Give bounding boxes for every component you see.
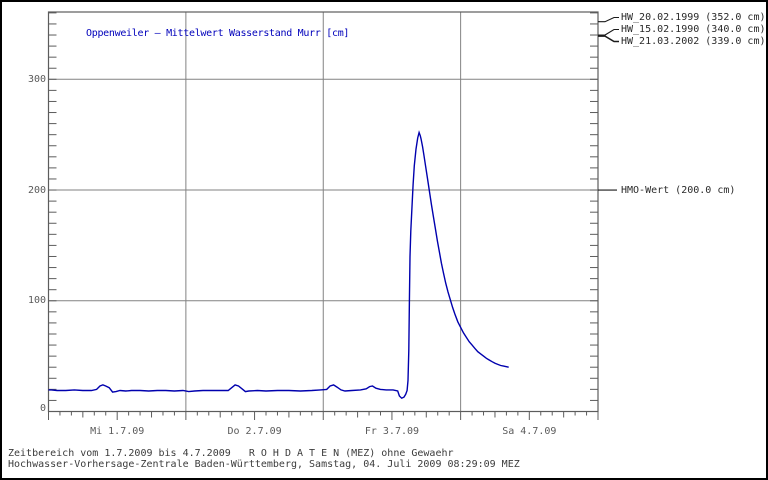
x-axis-day-label: Fr 3.7.09 (364, 426, 420, 437)
hw-mark-label: HW_20.02.1999 (352.0 cm) (621, 12, 766, 23)
chart-title: Oppenweiler – Mittelwert Wasserstand Mur… (86, 28, 350, 39)
hmo-wert-label: HMO-Wert (200.0 cm) (621, 185, 736, 196)
hw-leader-line (598, 35, 619, 43)
hw-mark-label: HW_21.03.2002 (339.0 cm) (621, 36, 766, 47)
footer-zeitbereich-line: Zeitbereich vom 1.7.2009 bis 4.7.2009 R … (8, 448, 454, 459)
water-level-curve (48, 130, 509, 400)
x-axis-day-label: Sa 4.7.09 (502, 426, 557, 437)
y-axis-label: 0 (39, 402, 46, 414)
x-axis-day-label: Do 2.7.09 (227, 426, 282, 437)
y-axis-label: 200 (27, 184, 46, 196)
hw-leader-line (598, 28, 619, 36)
footer-source-line: Hochwasser-Vorhersage-Zentrale Baden-Wür… (8, 459, 520, 470)
hw-leader-line (598, 16, 619, 23)
y-axis-label: 300 (27, 73, 46, 85)
y-axis-label: 100 (27, 295, 46, 307)
hw-mark-label: HW_15.02.1990 (340.0 cm) (621, 24, 766, 35)
x-axis-day-label: Mi 1.7.09 (90, 426, 145, 437)
